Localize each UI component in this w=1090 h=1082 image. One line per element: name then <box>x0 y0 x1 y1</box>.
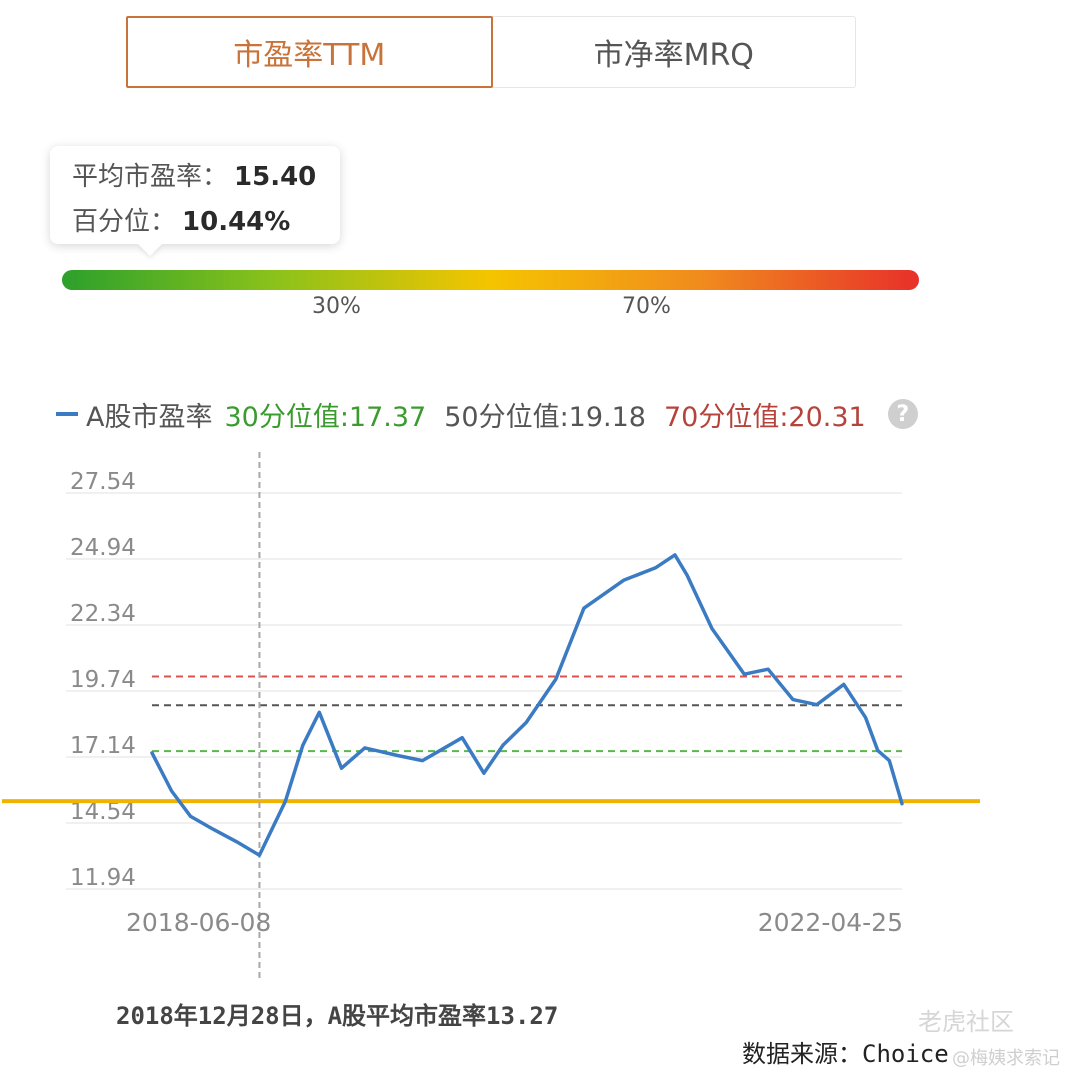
series-line <box>150 553 904 857</box>
percentile-value: 10.44% <box>182 207 291 237</box>
help-icon[interactable]: ? <box>887 399 918 429</box>
percentile-row: 百分位： 10.44% <box>72 201 290 238</box>
avg-pe-label: 平均市盈率： <box>72 162 229 192</box>
y-tick-label: 17.14 <box>70 733 136 759</box>
y-tick-label: 19.74 <box>70 667 136 693</box>
pe-line-chart: 27.54 24.94 22.34 19.74 17.14 14.54 11.94 2018-… <box>2 452 980 980</box>
y-tick-label: 14.54 <box>70 799 136 825</box>
watermark-brand: 老虎社区 <box>918 1008 1014 1036</box>
gradient-label-70: 70% <box>622 294 671 319</box>
avg-pe-value: 15.40 <box>234 162 317 192</box>
y-tick-label: 27.54 <box>70 469 136 495</box>
tab-pb-mrq[interactable]: 市净率MRQ <box>593 38 754 73</box>
y-tick-label: 11.94 <box>70 865 136 891</box>
percentile-gradient-bar <box>62 270 919 290</box>
data-source: 数据来源：Choice <box>742 1040 949 1068</box>
x-tick-label-start: 2018-06-08 <box>126 908 271 937</box>
legend-p50: 50分位值:19.18 <box>444 401 646 433</box>
gradient-label-30: 30% <box>312 294 361 319</box>
x-tick-label-end: 2022-04-25 <box>758 908 903 937</box>
legend-series-name[interactable]: A股市盈率 <box>86 401 213 433</box>
legend-p30: 30分位值:17.37 <box>224 401 427 433</box>
watermark-handle: @梅姨求索记 <box>952 1048 1060 1069</box>
legend-p70: 70分位值:20.31 <box>663 401 866 433</box>
series-swatch <box>56 412 78 416</box>
avg-pe-row: 平均市盈率： 15.40 <box>72 156 316 193</box>
chart-legend: A股市盈率 30分位值:17.37 50分位值:19.18 70分位值:20.3… <box>56 396 918 433</box>
tab-pe-ttm[interactable]: 市盈率TTM <box>126 16 493 88</box>
metric-tabs: 市盈率TTM 市净率MRQ <box>126 16 856 88</box>
percentile-label: 百分位： <box>72 207 177 237</box>
annotation-caption: 2018年12月28日，A股平均市盈率13.27 <box>116 1002 559 1030</box>
y-tick-label: 22.34 <box>70 601 136 627</box>
valuation-tooltip: 平均市盈率： 15.40 百分位： 10.44% <box>50 146 340 244</box>
y-tick-label: 24.94 <box>70 535 136 561</box>
